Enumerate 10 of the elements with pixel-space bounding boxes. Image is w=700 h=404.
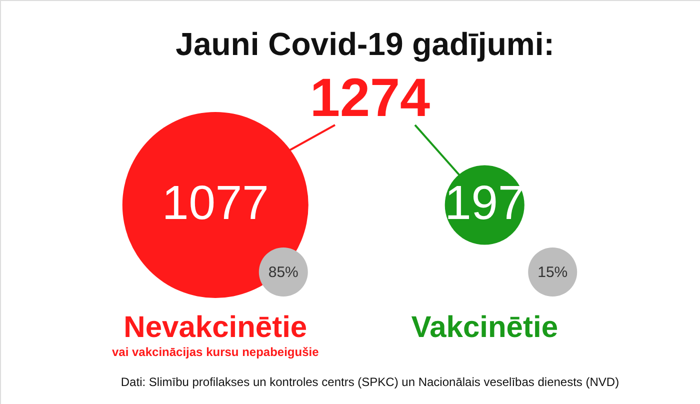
text: 85% (268, 264, 298, 281)
text: vai vakcinācijas kursu nepabeigušie (112, 345, 320, 359)
category-label: Nevakcinētie (124, 311, 308, 344)
text: 15% (538, 264, 568, 281)
text: Jauni Covid-19 gadījumi: (176, 26, 554, 62)
text: 1274 (310, 68, 430, 128)
text: Dati: Slimību profilakses un kontroles centrs (SPKC) un Nacionālais veselības dienests (NVD) (120, 375, 620, 389)
category-label: Vakcinētie (411, 311, 558, 344)
data-label: 1077 (162, 177, 269, 230)
data-label: 197 (444, 177, 525, 230)
